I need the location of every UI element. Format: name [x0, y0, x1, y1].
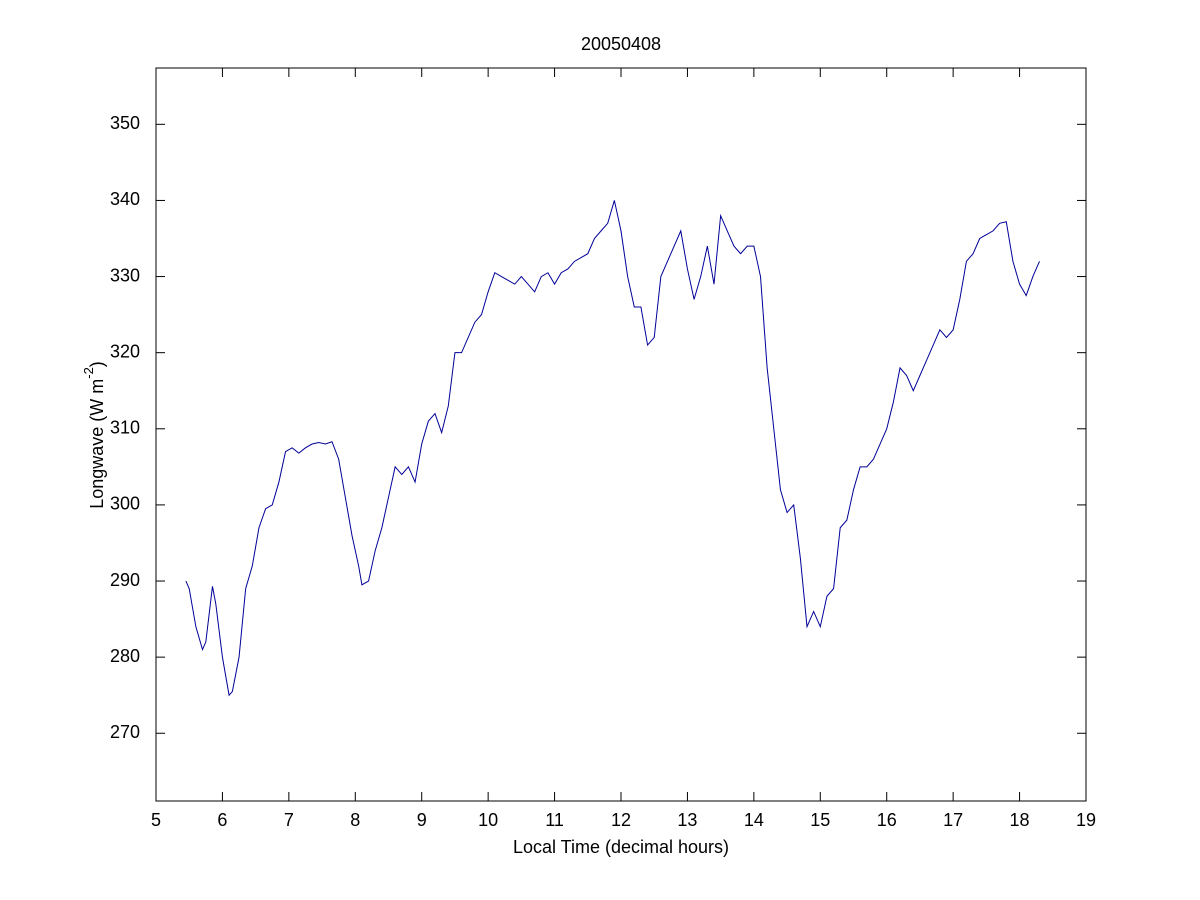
x-tick-label: 9	[417, 810, 427, 830]
x-tick-label: 19	[1076, 810, 1096, 830]
y-tick-label: 290	[110, 570, 140, 590]
y-tick-label: 330	[110, 265, 140, 285]
y-axis-label-part: )	[87, 361, 107, 367]
plot-area	[155, 67, 1087, 802]
x-tick-label: 16	[877, 810, 897, 830]
x-tick-label: 10	[478, 810, 498, 830]
x-tick-label: 11	[545, 810, 564, 830]
x-tick-label: 14	[744, 810, 764, 830]
x-tick-label: 18	[1010, 810, 1030, 830]
x-tick-label: 17	[943, 810, 963, 830]
y-tick-label: 350	[110, 113, 140, 133]
y-tick-label: 340	[110, 189, 140, 209]
y-axis-label-part: Longwave (W m	[87, 379, 107, 509]
y-tick-label: 300	[110, 494, 140, 514]
x-tick-label: 15	[810, 810, 830, 830]
y-axis-label: Longwave (W m-2)	[81, 361, 106, 509]
x-tick-label: 7	[284, 810, 294, 830]
x-tick-label: 5	[151, 810, 161, 830]
y-axis-label-sup: -2	[81, 367, 96, 379]
y-tick-label: 320	[110, 341, 140, 361]
data-line	[185, 200, 1040, 697]
y-tick-label: 280	[110, 646, 140, 666]
x-tick-label: 12	[611, 810, 631, 830]
x-tick-label: 6	[217, 810, 227, 830]
x-axis-label: Local Time (decimal hours)	[513, 837, 729, 857]
y-tick-label: 310	[110, 418, 140, 438]
chart-title: 20050408	[581, 34, 661, 54]
x-tick-label: 13	[677, 810, 697, 830]
x-tick-label: 8	[350, 810, 360, 830]
y-tick-label: 270	[110, 722, 140, 742]
